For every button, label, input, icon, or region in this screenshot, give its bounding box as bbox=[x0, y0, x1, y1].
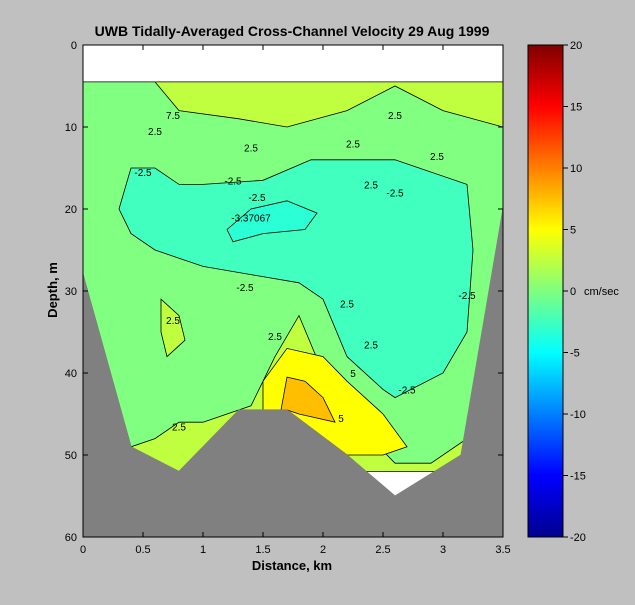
colorbar-tick-label-3: 5 bbox=[570, 225, 576, 237]
contour-labels: 2.5 2.5 2.5 -2.5 -2.5 -2.5 -3.37067 2.5 -2.5 2.5 2… bbox=[134, 111, 476, 434]
x-tick-label-3: 1.5 bbox=[255, 544, 270, 556]
chart-title: UWB Tidally-Averaged Cross-Channel Veloc… bbox=[95, 23, 490, 39]
colorbar-tick-label-7: -15 bbox=[570, 471, 586, 483]
colorbar-tick-label-2: 10 bbox=[570, 163, 582, 175]
x-tick-label-7: 3.5 bbox=[495, 544, 510, 556]
y-tick-label-2: 20 bbox=[65, 204, 77, 216]
contour-region-6 bbox=[160, 298, 186, 358]
y-tick-label-0: 0 bbox=[71, 40, 77, 52]
colorbar-tick-label-0: 20 bbox=[570, 40, 582, 52]
x-tick-label-5: 2.5 bbox=[375, 544, 390, 556]
x-axis-label: Distance, km bbox=[252, 558, 332, 573]
contour-label-8: -2.5 bbox=[236, 283, 254, 294]
contour-label-20: 5 bbox=[338, 414, 344, 425]
colorbar-tick-label-4: 0 bbox=[570, 286, 576, 298]
colorbar bbox=[527, 44, 564, 538]
contour-label-5: -2.5 bbox=[134, 168, 152, 179]
colorbar-ticks: 20 15 10 5 0 -5 -10 -15 -20 bbox=[563, 40, 586, 544]
contour-label-4: -2.5 bbox=[386, 189, 404, 200]
x-tick-label-0: 0 bbox=[80, 544, 86, 556]
colorbar-tick-label-6: -10 bbox=[570, 409, 586, 421]
contour-label-9: 2.5 bbox=[340, 299, 354, 310]
contour-label-7: 2.5 bbox=[364, 181, 378, 192]
colorbar-tick-label-1: 15 bbox=[570, 102, 582, 114]
contour-label-11: 2.5 bbox=[268, 332, 282, 343]
x-axis-ticks: 0 0.5 1 1.5 2 2.5 3 3.5 bbox=[80, 45, 511, 556]
y-tick-label-6: 60 bbox=[65, 532, 77, 544]
contour-region-3 bbox=[226, 200, 318, 243]
contour-label-17: 2.5 bbox=[388, 111, 402, 122]
contour-label-16: 2.5 bbox=[364, 340, 378, 351]
contour-label-18: 2.5 bbox=[430, 152, 444, 163]
y-tick-label-1: 10 bbox=[65, 122, 77, 134]
x-tick-label-4: 2 bbox=[320, 544, 326, 556]
contour-region-5 bbox=[280, 376, 336, 423]
y-axis-ticks: 0 10 20 30 40 50 60 bbox=[65, 40, 503, 544]
x-tick-label-1: 0.5 bbox=[135, 544, 150, 556]
colorbar-unit-label: cm/sec bbox=[584, 286, 619, 298]
contour-label-12: 2.5 bbox=[172, 422, 186, 433]
contour-label-1: 2.5 bbox=[244, 144, 258, 155]
contour-label-0: 2.5 bbox=[148, 127, 162, 138]
colorbar-tick-label-8: -20 bbox=[570, 532, 586, 544]
contour-label-3: -2.5 bbox=[248, 193, 266, 204]
contour-region-2 bbox=[118, 159, 474, 399]
contour-label-15: -2.5 bbox=[398, 386, 416, 397]
contour-label-2: 2.5 bbox=[346, 140, 360, 151]
y-tick-label-5: 50 bbox=[65, 450, 77, 462]
contour-label-21: 7.5 bbox=[166, 111, 180, 122]
y-tick-label-4: 40 bbox=[65, 368, 77, 380]
contour-label-13: -2.5 bbox=[224, 176, 242, 187]
x-tick-label-6: 3 bbox=[440, 544, 446, 556]
contour-label-6: -3.37067 bbox=[231, 213, 271, 224]
colorbar-tick-label-5: -5 bbox=[570, 348, 580, 360]
y-axis-label: Depth, m bbox=[45, 262, 60, 318]
contour-label-19: 5 bbox=[350, 369, 356, 380]
contour-fills bbox=[82, 81, 504, 472]
x-tick-label-2: 1 bbox=[200, 544, 206, 556]
contour-label-14: -2.5 bbox=[458, 291, 476, 302]
y-tick-label-3: 30 bbox=[65, 286, 77, 298]
contour-label-10: 2.5 bbox=[166, 316, 180, 327]
